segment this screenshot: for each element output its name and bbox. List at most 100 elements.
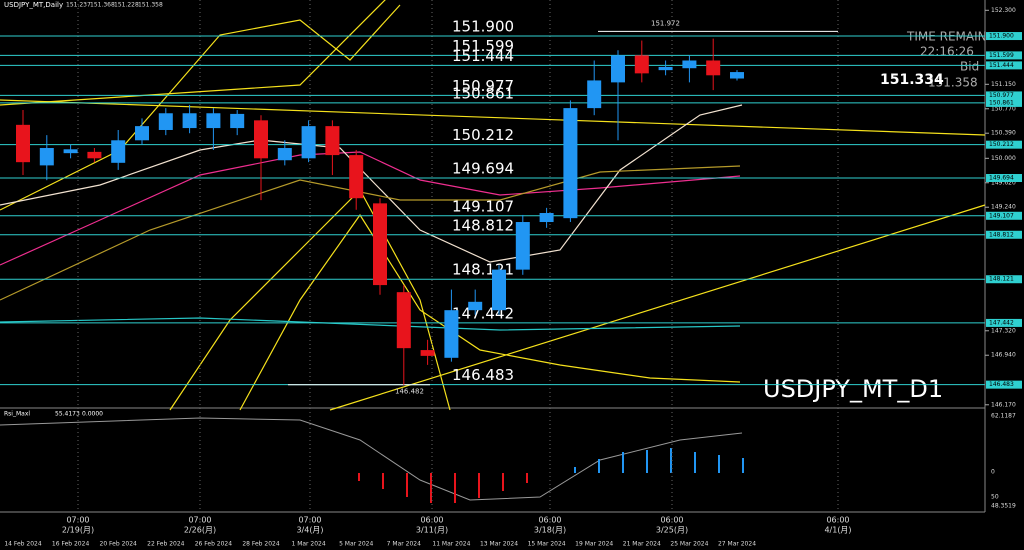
candle-body — [468, 301, 483, 311]
high-marker-label: 151.972 — [651, 19, 680, 27]
date-label: 2/19(月) — [62, 526, 94, 535]
y-tick-label: 147.320 — [991, 327, 1016, 334]
level-box — [986, 32, 1022, 41]
level-label: 149.107 — [452, 197, 514, 215]
level-box-label: 149.107 — [989, 212, 1014, 219]
level-box — [986, 380, 1022, 389]
level-box — [986, 91, 1022, 100]
x-tick-label: 22 Feb 2024 — [147, 541, 185, 548]
x-tick-label: 5 Mar 2024 — [339, 541, 373, 548]
candle-body — [325, 126, 340, 156]
candle-body — [420, 350, 435, 356]
level-label: 150.212 — [452, 126, 514, 144]
candle-body — [182, 113, 197, 129]
indicator-name: Rsi_Maxl — [4, 411, 30, 418]
symbol-title: USDJPY_MT,Daily — [4, 1, 63, 9]
level-box — [986, 51, 1022, 60]
y-tick-label: 149.240 — [991, 204, 1016, 211]
candle-body — [373, 203, 387, 286]
level-box — [986, 318, 1022, 327]
y-tick-label: 149.620 — [991, 179, 1016, 186]
time-label: 06:00 — [420, 516, 443, 525]
indicator-axis-label: 62.1187 — [991, 413, 1016, 420]
level-box-label: 151.444 — [989, 62, 1014, 69]
y-tick-label: 150.000 — [991, 155, 1016, 162]
candle-body — [63, 149, 78, 154]
candle-body — [682, 60, 697, 69]
date-label: 3/18(月) — [534, 526, 566, 535]
level-box — [986, 61, 1022, 70]
level-label: 150.977 — [452, 77, 514, 95]
y-tick-label: 152.300 — [991, 7, 1016, 14]
candle-body — [158, 113, 173, 130]
candle-body — [539, 213, 554, 223]
y-tick-label: 150.770 — [991, 105, 1016, 112]
y-tick-label: 151.150 — [991, 81, 1016, 88]
candle-body — [87, 151, 102, 159]
candle-body — [111, 140, 126, 163]
time-label: 06:00 — [538, 516, 561, 525]
panel-borders — [0, 0, 986, 513]
level-box — [986, 230, 1022, 239]
level-box-label: 149.694 — [989, 175, 1014, 182]
x-tick-label: 19 Mar 2024 — [575, 541, 613, 548]
x-tick-label: 26 Feb 2024 — [195, 541, 233, 548]
level-label: 151.900 — [452, 18, 514, 36]
candle-body — [730, 72, 744, 79]
level-box-label: 147.442 — [989, 319, 1014, 326]
candle-body — [349, 155, 364, 199]
time-remain: 22:16:26 — [920, 45, 974, 59]
level-box-label: 148.812 — [989, 231, 1014, 238]
bid: 151.358 — [928, 76, 978, 90]
x-tick-label: 16 Feb 2024 — [52, 541, 90, 548]
time-label: 06:00 — [826, 516, 849, 525]
level-box-label: 148.121 — [989, 276, 1014, 283]
y-tick-label: 150.390 — [991, 130, 1016, 137]
level-box — [986, 211, 1022, 220]
x-tick-label: 14 Feb 2024 — [4, 541, 42, 548]
y-tick-label: 146.940 — [991, 352, 1016, 359]
x-tick-label: 15 Mar 2024 — [528, 541, 566, 548]
candle-body — [563, 108, 578, 219]
x-tick-label: 25 Mar 2024 — [670, 541, 708, 548]
level-box — [986, 98, 1022, 107]
current-price: 151.334 — [880, 72, 944, 88]
indicator-axis-label: 0 — [991, 469, 995, 476]
x-tick-label: 27 Mar 2024 — [718, 541, 756, 548]
candle-body — [658, 66, 673, 71]
time-label: 07:00 — [188, 516, 211, 525]
time-label: 06:00 — [660, 516, 683, 525]
level-box-label: 146.483 — [989, 381, 1014, 388]
watermark: USDJPY_MT_D1 — [763, 375, 943, 403]
header-value: 151.358 — [138, 2, 163, 9]
level-box-label: 151.900 — [989, 33, 1014, 40]
date-label: 4/1(月) — [824, 526, 851, 535]
level-label: 146.483 — [452, 366, 514, 384]
candle-body — [634, 55, 649, 74]
indicator-value: 55.4173 — [55, 411, 80, 418]
header-value: 151.228 — [114, 2, 139, 9]
candle-body — [301, 126, 316, 159]
header-value: 151.368 — [90, 2, 115, 9]
level-label: 148.812 — [452, 216, 514, 234]
candle-body — [277, 148, 292, 161]
candle-body — [706, 60, 721, 76]
candle-body — [39, 148, 54, 166]
date-label: 2/26(月) — [184, 526, 216, 535]
level-box-label: 150.977 — [989, 92, 1014, 99]
level-box — [986, 275, 1022, 284]
candle-body — [587, 80, 602, 109]
indicator-signal: 0.0000 — [82, 411, 103, 418]
x-tick-label: 20 Feb 2024 — [100, 541, 138, 548]
x-tick-label: 21 Mar 2024 — [623, 541, 661, 548]
bid-label: Bid — [960, 60, 979, 74]
date-label: 3/4(月) — [296, 526, 323, 535]
x-tick-label: 13 Mar 2024 — [480, 541, 518, 548]
candle-body — [206, 113, 221, 129]
candle-body — [492, 269, 506, 311]
x-tick-label: 11 Mar 2024 — [432, 541, 470, 548]
time-label: 07:00 — [298, 516, 321, 525]
level-box-label: 150.212 — [989, 141, 1014, 148]
level-box-label: 151.599 — [989, 52, 1014, 59]
